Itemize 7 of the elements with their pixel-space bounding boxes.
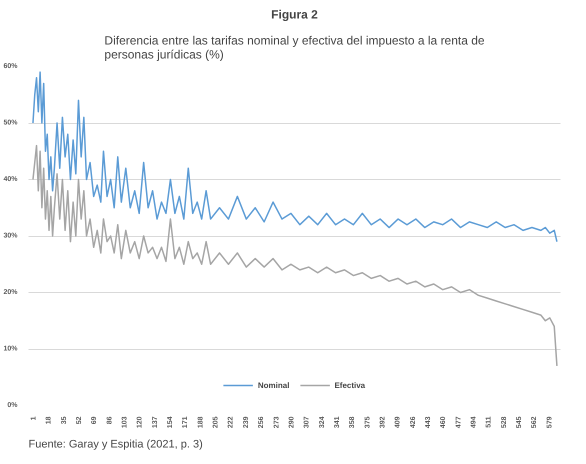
line-series [32, 71, 558, 242]
legend-label: Nominal [258, 380, 290, 390]
legend-label: Efectiva [334, 380, 366, 390]
line-series [32, 144, 558, 367]
source-note: Fuente: Garay y Espitia (2021, p. 3) [28, 438, 203, 450]
chart-subtitle: Diferencia entre las tarifas nominal y efectiva del impuesto a la renta de personas jurídicas (%) [104, 34, 485, 62]
chart-title: Figura 2 [271, 8, 318, 22]
